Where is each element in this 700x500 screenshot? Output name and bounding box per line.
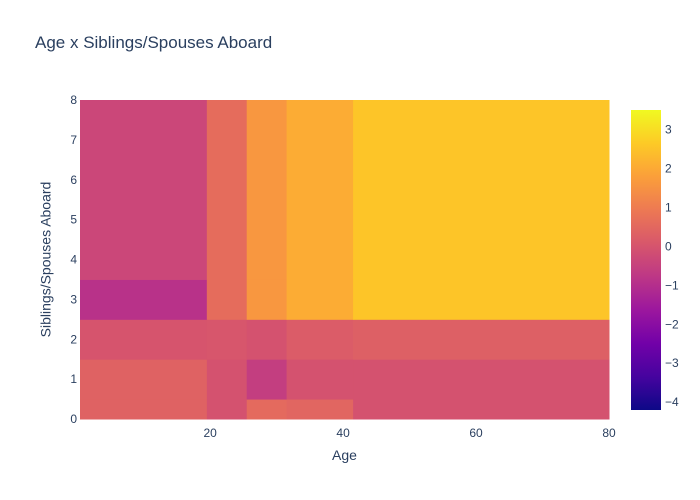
x-tick-label: 20: [203, 426, 217, 440]
y-tick-label: 8: [70, 93, 77, 107]
colorbar-tick-label: −3: [665, 356, 679, 370]
colorbar-ticks: 3 2 1 0 −1 −2 −3 −4: [665, 122, 679, 409]
x-tick-label: 40: [336, 426, 350, 440]
heatmap-cell: [353, 279, 610, 320]
x-tick-label: 80: [602, 426, 616, 440]
y-tick-label: 7: [70, 133, 77, 147]
y-tick-label: 2: [70, 332, 77, 346]
colorbar-tick-label: −1: [665, 278, 679, 292]
heatmap-cell: [246, 359, 288, 400]
colorbar-tick-label: 1: [665, 200, 672, 214]
heatmap-cell: [80, 100, 208, 280]
y-tick-label: 5: [70, 213, 77, 227]
colorbar-tick-label: 2: [665, 161, 672, 175]
heatmap-cell: [246, 319, 288, 360]
y-tick-label: 1: [70, 372, 77, 386]
colorbar-tick-label: 3: [665, 122, 672, 136]
heatmap-cell: [286, 279, 354, 320]
x-axis-ticks: 20 40 60 80: [203, 426, 616, 440]
y-tick-label: 0: [70, 412, 77, 426]
y-tick-label: 4: [70, 253, 77, 267]
heatmap-cells: [80, 100, 610, 420]
heatmap-cell: [80, 279, 208, 320]
heatmap-cell: [206, 399, 248, 420]
colorbar-tick-label: −4: [665, 395, 679, 409]
heatmap-cell: [206, 319, 248, 360]
heatmap-cell: [80, 319, 208, 360]
colorbar-tick-label: −2: [665, 317, 679, 331]
y-axis-ticks: 0 1 2 3 4 5 6 7 8: [70, 93, 77, 426]
heatmap-cell: [353, 399, 610, 420]
heatmap-cell: [80, 359, 208, 400]
heatmap-cell: [206, 279, 248, 320]
colorbar: [631, 110, 661, 410]
heatmap-cell: [206, 100, 248, 280]
heatmap-cell: [246, 279, 288, 320]
heatmap-cell: [286, 319, 354, 360]
heatmap-cell: [80, 399, 208, 420]
heatmap-cell: [286, 100, 354, 280]
y-axis-title: Siblings/Spouses Aboard: [38, 182, 54, 338]
heatmap-cell: [286, 359, 354, 400]
heatmap-cell: [246, 399, 288, 420]
heatmap-cell: [353, 359, 610, 400]
heatmap-cell: [246, 100, 288, 280]
heatmap-cell: [353, 100, 610, 280]
chart-title: Age x Siblings/Spouses Aboard: [35, 33, 273, 52]
heatmap-cell: [206, 359, 248, 400]
y-tick-label: 3: [70, 292, 77, 306]
x-axis-title: Age: [332, 447, 357, 463]
y-tick-label: 6: [70, 173, 77, 187]
colorbar-tick-label: 0: [665, 239, 672, 253]
heatmap-cell: [353, 319, 610, 360]
x-tick-label: 60: [469, 426, 483, 440]
heatmap-cell: [286, 399, 354, 420]
